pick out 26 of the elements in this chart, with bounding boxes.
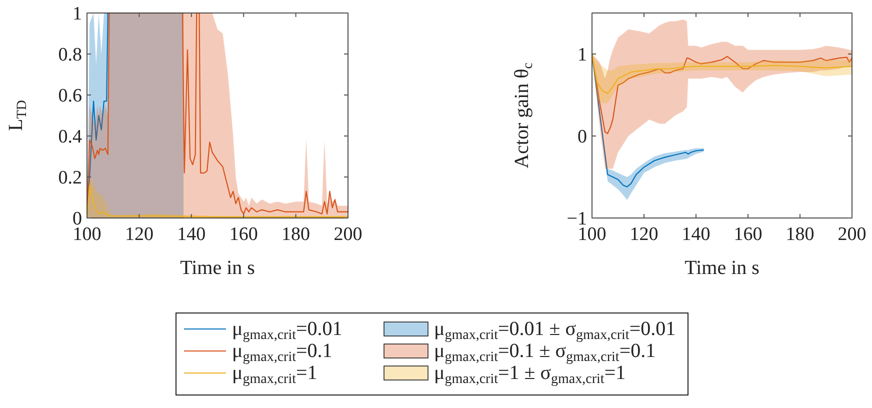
x-tick-label: 100 [72, 224, 102, 245]
legend-label: μ$_{g}$$_{max,crit}$=0.01 [232, 318, 342, 343]
x-tick-label: 120 [630, 224, 658, 245]
x-tick-label: 180 [786, 224, 814, 245]
line-series [87, 184, 348, 218]
x-tick-label: 100 [578, 224, 606, 245]
x-tick-label: 140 [682, 224, 710, 245]
y-tick-label: 0.6 [58, 86, 82, 107]
x-tick-label: 160 [734, 224, 762, 245]
y-tick-label: 0 [578, 126, 587, 148]
x-tick-label: 160 [229, 224, 258, 245]
x-tick-label: 200 [838, 224, 866, 245]
x-tick-label: 140 [177, 224, 206, 245]
y-tick-label: 0.2 [58, 168, 82, 189]
line-series [592, 53, 852, 94]
y-tick-label: 1 [72, 4, 82, 25]
x-tick-label: 200 [334, 224, 362, 245]
y-tick-label: 0.8 [58, 44, 82, 66]
x-axis-title: Time in s [684, 257, 760, 279]
text: μ$_{g}$$_{max,crit}$=0.01 ± σ$_{g}$$_{max,crit}$=0.01 [434, 318, 676, 343]
x-tick-label: 120 [124, 224, 154, 245]
line-series [592, 53, 852, 134]
y-tick-label: 0.4 [58, 126, 82, 148]
x-axis-title: Time in s [180, 257, 256, 279]
y-tick-label: 1 [578, 44, 587, 66]
x-tick-label: 180 [282, 224, 310, 245]
